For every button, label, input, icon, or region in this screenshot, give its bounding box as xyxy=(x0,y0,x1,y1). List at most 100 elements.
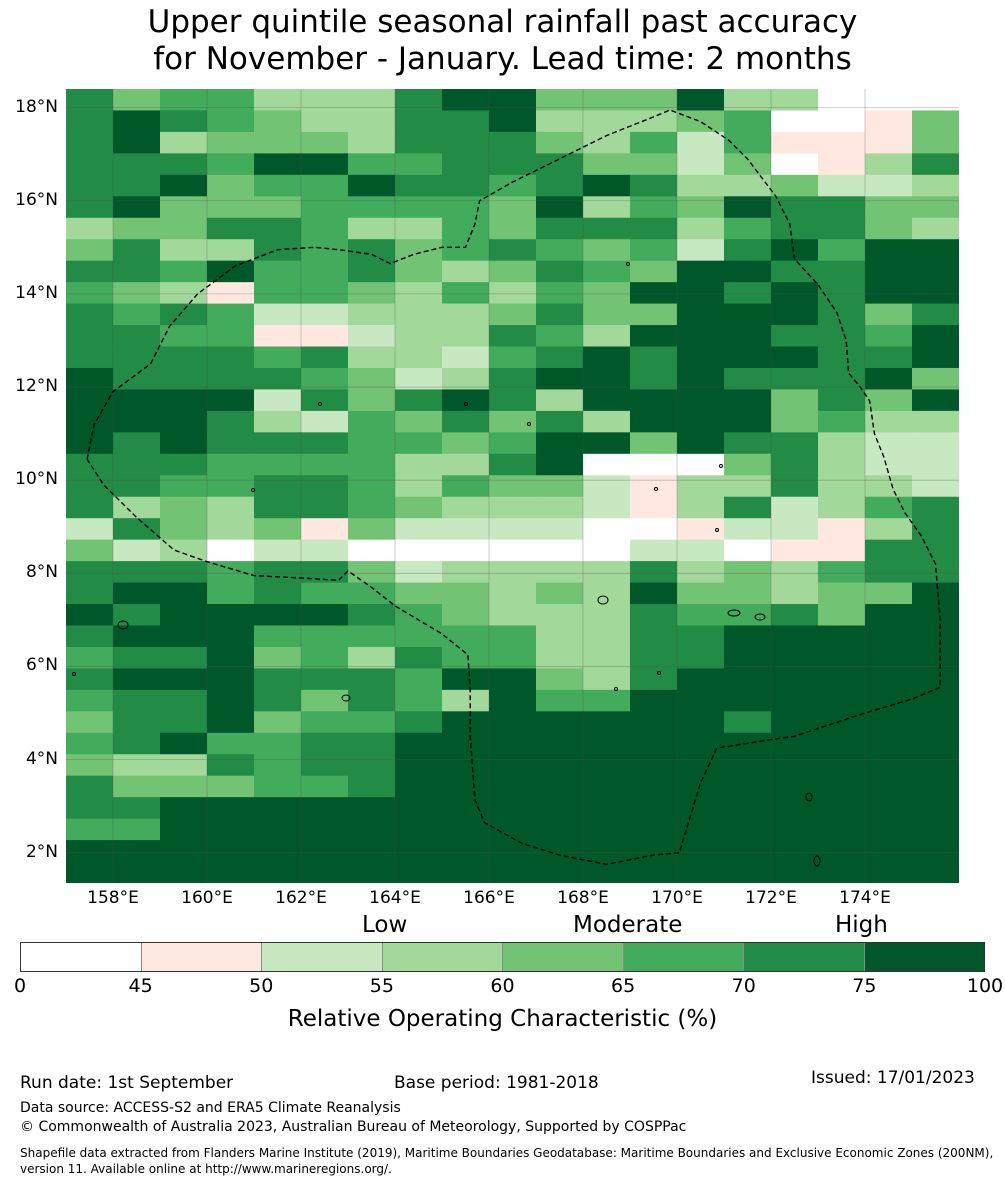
grid-cell xyxy=(630,110,678,133)
grid-cell xyxy=(536,646,584,670)
grid-cell xyxy=(865,110,913,133)
grid-cell xyxy=(395,367,443,391)
grid-cell xyxy=(865,325,913,348)
grid-cell xyxy=(301,217,349,240)
grid-cell xyxy=(583,432,631,455)
grid-cell xyxy=(348,260,396,283)
island-outline xyxy=(318,402,322,406)
grid-cell xyxy=(771,797,819,820)
grid-cell xyxy=(66,153,114,176)
grid-cell xyxy=(583,196,631,219)
grid-cell xyxy=(724,367,772,391)
grid-cell xyxy=(630,131,678,154)
grid-cell xyxy=(395,646,443,670)
grid-cell xyxy=(66,217,114,240)
grid-cell xyxy=(818,89,866,112)
grid-cell xyxy=(254,797,302,820)
grid-cell xyxy=(818,625,866,648)
grid-cell xyxy=(771,754,819,777)
grid-cell xyxy=(301,153,349,176)
grid-cell xyxy=(677,840,725,863)
grid-cell xyxy=(677,475,725,498)
longitude-label: 172°E xyxy=(745,888,797,908)
grid-cell xyxy=(254,367,302,391)
grid-cell xyxy=(865,496,913,519)
grid-cell xyxy=(865,625,913,648)
grid-cell xyxy=(771,775,819,798)
grid-cell xyxy=(442,89,490,112)
grid-cell xyxy=(771,840,819,863)
grid-cell xyxy=(254,668,302,691)
grid-cell xyxy=(818,453,866,476)
grid-cell xyxy=(66,539,114,562)
grid-cell xyxy=(771,689,819,712)
grid-cell xyxy=(489,496,537,519)
grid-cell xyxy=(912,754,959,777)
grid-cell xyxy=(395,325,443,348)
grid-cell xyxy=(583,282,631,305)
grid-cell xyxy=(66,367,114,391)
grid-cell xyxy=(207,668,255,691)
grid-cell xyxy=(66,797,114,820)
grid-cell xyxy=(348,196,396,219)
grid-cell xyxy=(489,732,537,755)
grid-cell xyxy=(818,582,866,605)
grid-cell xyxy=(207,625,255,648)
island-outline xyxy=(341,694,351,702)
grid-cell xyxy=(442,732,490,755)
island-outline xyxy=(719,464,723,468)
grid-cell xyxy=(254,153,302,176)
grid-cell xyxy=(66,840,114,863)
grid-cell xyxy=(66,110,114,133)
grid-cell xyxy=(66,496,114,519)
grid-cell xyxy=(489,282,537,305)
grid-cell xyxy=(536,582,584,605)
grid-cell xyxy=(677,131,725,154)
grid-cell xyxy=(630,539,678,562)
grid-cell xyxy=(677,797,725,820)
grid-cell xyxy=(113,196,161,219)
grid-cell xyxy=(818,196,866,219)
grid-cell xyxy=(254,131,302,154)
grid-cell xyxy=(395,475,443,498)
island-outline xyxy=(654,487,658,491)
grid-cell xyxy=(160,325,208,348)
grid-cell xyxy=(301,775,349,798)
grid-cell xyxy=(301,89,349,112)
grid-cell xyxy=(630,561,678,584)
grid-cell xyxy=(301,861,349,883)
grid-cell xyxy=(113,668,161,691)
grid-cell xyxy=(912,153,959,176)
colorbar-tick-label: 75 xyxy=(852,975,877,997)
grid-cell xyxy=(489,153,537,176)
grid-cell xyxy=(489,217,537,240)
graticule xyxy=(66,89,959,883)
grid-cell xyxy=(630,174,678,197)
grid-cell xyxy=(583,153,631,176)
grid-cell xyxy=(489,646,537,670)
grid-cell xyxy=(113,732,161,755)
grid-cell xyxy=(207,303,255,326)
grid-cell xyxy=(254,582,302,605)
grid-cell xyxy=(301,260,349,283)
grid-cell xyxy=(912,303,959,326)
grid-cell xyxy=(912,604,959,627)
grid-cell xyxy=(442,711,490,734)
grid-cell xyxy=(348,217,396,240)
grid-cell xyxy=(724,131,772,154)
grid-cell xyxy=(254,410,302,433)
grid-cell xyxy=(113,174,161,197)
grid-cell xyxy=(724,89,772,112)
grid-cell xyxy=(207,689,255,712)
grid-cell xyxy=(771,818,819,841)
grid-cell xyxy=(677,196,725,219)
grid-cell xyxy=(677,689,725,712)
grid-cell xyxy=(771,518,819,541)
grid-cell xyxy=(771,711,819,734)
grid-cell xyxy=(912,475,959,498)
grid-cell xyxy=(160,453,208,476)
grid-cell xyxy=(442,217,490,240)
grid-cell xyxy=(489,539,537,562)
grid-cell xyxy=(536,496,584,519)
grid-cell xyxy=(818,732,866,755)
